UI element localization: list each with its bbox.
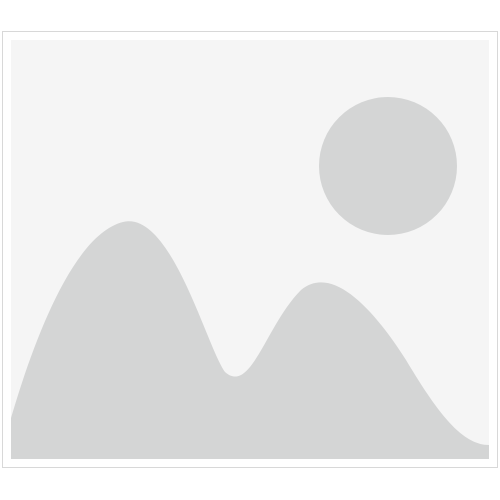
sun-shape [319,97,457,235]
image-placeholder-frame [2,31,498,468]
image-placeholder [11,40,489,459]
mountains-shape [11,221,489,459]
image-placeholder-icon [11,97,489,459]
